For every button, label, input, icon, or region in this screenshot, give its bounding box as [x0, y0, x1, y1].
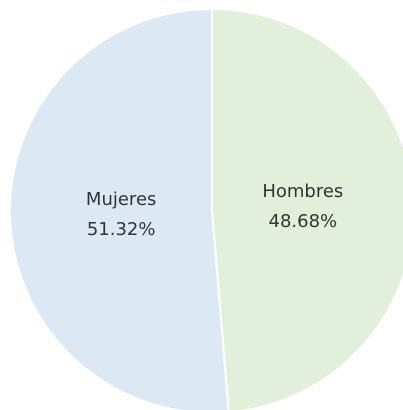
slice-value: 51.32%	[87, 219, 156, 240]
pie-slice	[9, 7, 230, 410]
slice-value: 48.68%	[269, 211, 338, 232]
slice-label: Mujeres	[86, 189, 156, 210]
slice-label: Hombres	[262, 181, 343, 202]
pie-slice	[211, 7, 403, 410]
